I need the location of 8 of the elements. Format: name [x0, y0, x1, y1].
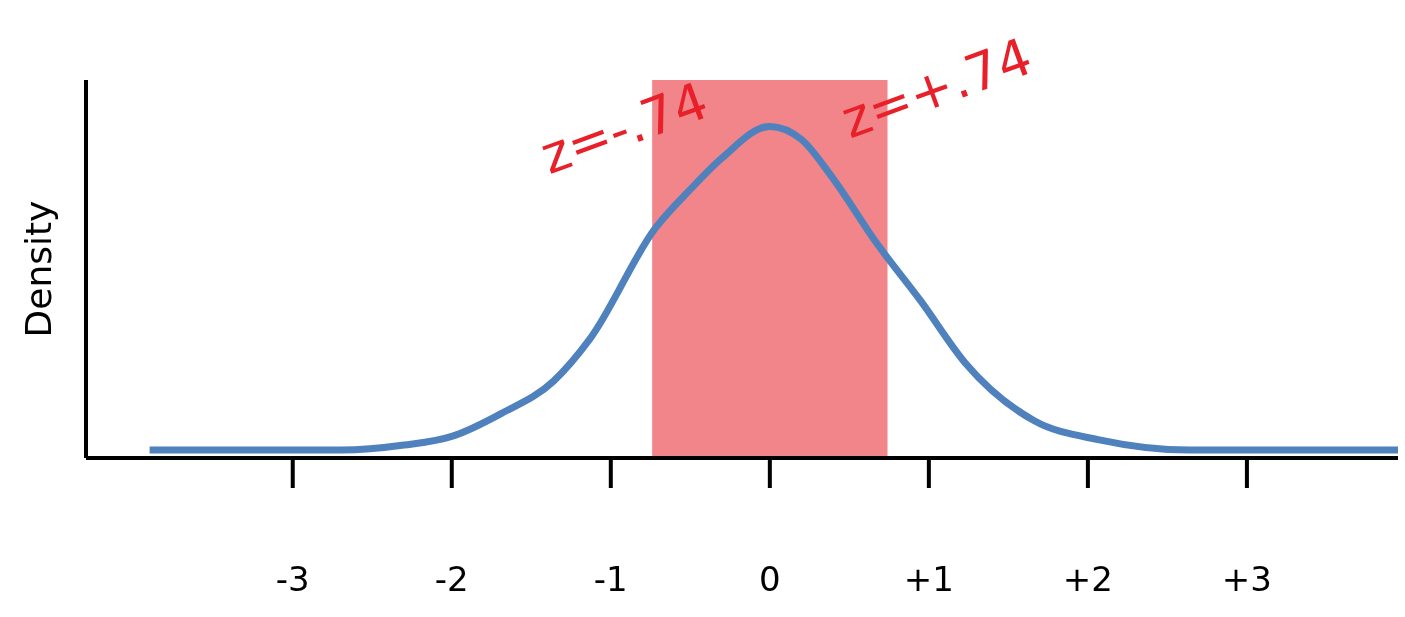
x-tick-label: +3	[1221, 559, 1272, 599]
y-axis-title: Density	[17, 200, 59, 338]
x-tick-label: +2	[1062, 559, 1113, 599]
x-tick-label: -2	[434, 559, 469, 599]
x-tick-label: 0	[759, 559, 781, 599]
x-tick-label: +1	[903, 559, 954, 599]
x-tick-label: -3	[275, 559, 310, 599]
x-tick-label: -1	[593, 559, 628, 599]
